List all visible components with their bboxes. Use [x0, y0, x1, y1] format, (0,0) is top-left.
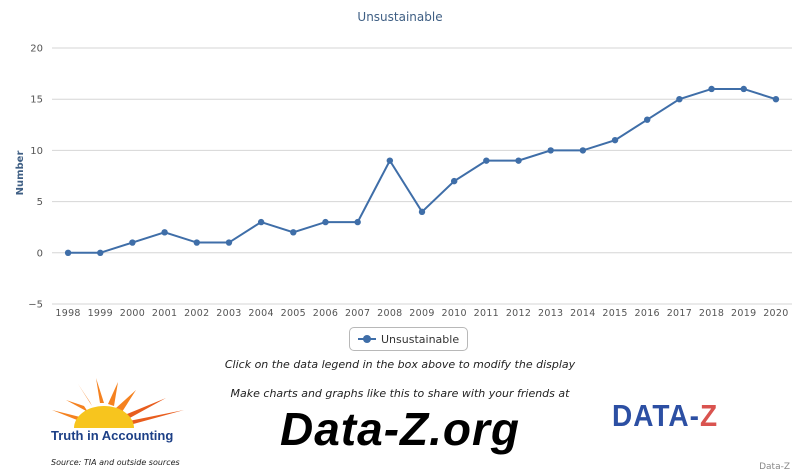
x-tick-label: 2010 [441, 308, 466, 319]
grid-lines [52, 47, 792, 305]
y-tick-label: 15 [30, 95, 43, 106]
x-tick-label: 2016 [635, 308, 660, 319]
x-tick-label: 2003 [216, 308, 241, 319]
site-name[interactable]: Data-Z.org [280, 403, 520, 455]
x-tick-label: 2020 [763, 308, 788, 319]
data-point[interactable] [290, 229, 297, 236]
data-point[interactable] [386, 157, 394, 164]
x-tick-label: 2002 [184, 308, 209, 319]
x-tick-label: 2011 [474, 308, 499, 319]
data-point[interactable] [450, 177, 458, 185]
y-tick-label: 10 [30, 146, 43, 157]
y-axis-label: Number [15, 151, 26, 196]
data-point[interactable] [644, 116, 651, 123]
x-tick-label: 2005 [281, 308, 306, 319]
instruction-text: Click on the data legend in the box abov… [224, 358, 576, 371]
y-axis-ticks: 20 15 10 5 0 −5 [28, 44, 43, 311]
data-point[interactable] [708, 85, 715, 93]
data-point[interactable] [515, 157, 522, 164]
legend-item-unsustainable[interactable]: Unsustainable [349, 327, 469, 351]
data-point[interactable] [322, 218, 329, 226]
x-tick-label: 2004 [248, 308, 273, 319]
chart-title: Unsustainable [357, 10, 442, 24]
x-axis-ticks: 1998 1999 2000 2001 2002 2003 2004 2005 2006 2007… [55, 308, 788, 319]
y-tick-label: 20 [30, 44, 43, 55]
tia-logo-text: Truth in Accounting [51, 428, 174, 443]
x-tick-label: 2013 [538, 308, 563, 319]
data-point[interactable] [193, 239, 200, 246]
data-point[interactable] [740, 85, 747, 93]
x-tick-label: 1998 [55, 308, 80, 319]
x-tick-label: 2019 [731, 308, 756, 319]
series-unsustainable[interactable] [64, 85, 780, 256]
data-point[interactable] [611, 136, 619, 144]
legend-swatch-icon [358, 334, 376, 344]
y-tick-label: −5 [28, 300, 43, 311]
data-point[interactable] [161, 229, 168, 236]
data-z-logo[interactable]: DATA-Z [612, 398, 718, 433]
data-point[interactable] [676, 96, 683, 103]
x-tick-label: 2008 [377, 308, 402, 319]
y-tick-label: 5 [37, 197, 43, 208]
x-tick-label: 2012 [506, 308, 531, 319]
data-point[interactable] [483, 157, 490, 164]
promo-text: Make charts and graphs like this to shar… [230, 387, 570, 400]
x-tick-label: 2009 [409, 308, 434, 319]
data-point[interactable] [97, 249, 104, 256]
data-point[interactable] [257, 218, 265, 226]
data-point[interactable] [547, 147, 554, 154]
series-line [68, 87, 777, 254]
x-tick-label: 1999 [88, 308, 113, 319]
sun-icon [52, 378, 184, 428]
source-note: Source: TIA and outside sources [51, 458, 180, 467]
data-point[interactable] [225, 239, 233, 246]
data-point[interactable] [418, 208, 426, 216]
data-point[interactable] [772, 96, 780, 103]
data-point[interactable] [129, 239, 136, 246]
credit-text: Data-Z [759, 462, 790, 472]
x-tick-label: 2001 [152, 308, 177, 319]
x-tick-label: 2006 [313, 308, 338, 319]
truth-in-accounting-logo[interactable]: Truth in Accounting [48, 376, 198, 446]
y-tick-label: 0 [37, 248, 43, 259]
data-point[interactable] [354, 218, 361, 226]
data-z-logo-accent: Z [699, 398, 719, 433]
legend-label: Unsustainable [381, 332, 460, 346]
x-tick-label: 2018 [699, 308, 724, 319]
x-tick-label: 2015 [602, 308, 627, 319]
x-tick-label: 2014 [570, 308, 595, 319]
data-point[interactable] [579, 147, 587, 154]
x-tick-label: 2017 [667, 308, 692, 319]
data-z-logo-main: DATA- [612, 398, 700, 433]
data-point[interactable] [64, 249, 72, 256]
x-tick-label: 2000 [120, 308, 145, 319]
x-tick-label: 2007 [345, 308, 370, 319]
